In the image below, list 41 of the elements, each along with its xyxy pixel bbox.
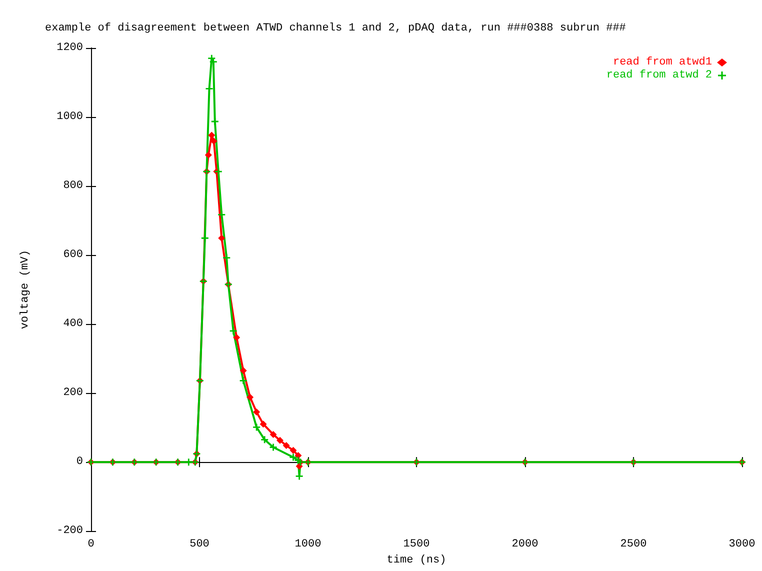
point — [211, 118, 218, 125]
x-tick-label: 0 — [88, 538, 94, 551]
point — [246, 394, 254, 401]
legend-label: read from atwd 2 — [606, 70, 712, 82]
legend-label: read from atwd1 — [612, 56, 712, 68]
x-tick-label: 1000 — [294, 538, 322, 551]
point — [253, 424, 260, 431]
point — [185, 458, 192, 466]
point — [270, 430, 277, 438]
point — [253, 408, 260, 416]
y-tick-label: 1000 — [56, 111, 83, 124]
point — [240, 367, 247, 374]
point — [260, 420, 267, 428]
x-axis-title: time (ns) — [386, 554, 446, 566]
point — [270, 444, 277, 451]
point — [240, 377, 247, 384]
point — [276, 436, 284, 444]
point — [230, 327, 237, 334]
point — [290, 446, 297, 454]
x-tick-label: 500 — [190, 538, 210, 551]
x-tick-label: 1500 — [403, 538, 430, 551]
y-axis-title: voltage (mV) — [20, 250, 32, 330]
point — [204, 151, 212, 158]
y-tick-label: 800 — [63, 180, 83, 192]
chart-title: example of disagreement between ATWD channels 1 and 2, pDAQ data, run ###0388 subrun ### — [45, 22, 626, 34]
point — [218, 211, 226, 218]
y-tick-label: 200 — [63, 387, 83, 400]
point — [233, 334, 240, 342]
point — [223, 254, 230, 262]
point — [218, 234, 226, 242]
y-tick-label: 600 — [63, 249, 83, 262]
x-tick-label: 2500 — [620, 538, 647, 551]
y-tick-label: 1200 — [56, 42, 83, 54]
x-tick-label: 3000 — [728, 538, 756, 551]
x-tick-label: 2000 — [512, 538, 538, 551]
point — [290, 454, 297, 461]
y-tick-label: 400 — [63, 318, 83, 330]
y-tick-label: 0 — [76, 456, 83, 468]
y-tick-label: -200 — [56, 525, 83, 538]
point — [282, 442, 290, 450]
point — [261, 436, 268, 444]
